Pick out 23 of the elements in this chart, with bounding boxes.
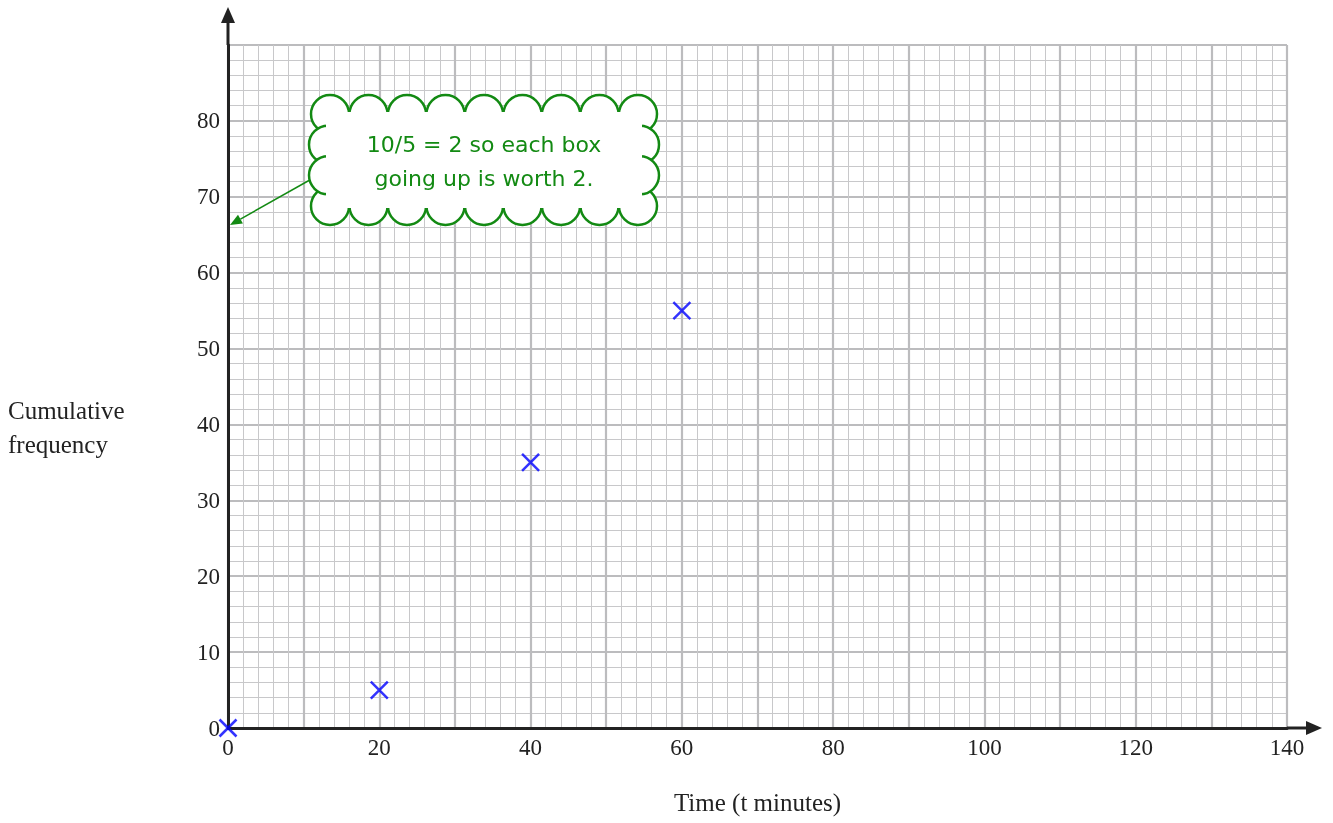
point <box>369 680 390 700</box>
y-axis-title: Cumulative frequency <box>8 396 131 458</box>
y-tick-label: 20 <box>197 563 220 589</box>
y-tick-label: 40 <box>197 411 220 437</box>
y-tick-label: 60 <box>197 260 220 286</box>
x-tick-label: 20 <box>367 735 391 760</box>
x-tick-label: 100 <box>967 735 1002 760</box>
x-tick-label: 140 <box>1269 735 1305 760</box>
x-tick-label: 60 <box>670 735 694 760</box>
point <box>218 718 238 738</box>
x-tick-label: 80 <box>821 735 845 760</box>
x-tick-label: 40 <box>519 735 543 760</box>
point <box>672 300 692 321</box>
point <box>520 452 541 473</box>
annotation: 10/5 = 2 so each box going up is worth 2. <box>366 132 602 191</box>
y-tick-label: 70 <box>197 184 220 210</box>
y-tick-label: 10 <box>197 639 220 665</box>
y-tick-label: 30 <box>197 487 220 513</box>
x-axis-title: Time (t minutes) <box>673 789 842 817</box>
y-tick-label: 80 <box>197 108 220 134</box>
x-tick-label: 120 <box>1118 735 1153 760</box>
y-tick-label: 0 <box>208 715 220 741</box>
y-tick-label: 50 <box>197 336 220 362</box>
